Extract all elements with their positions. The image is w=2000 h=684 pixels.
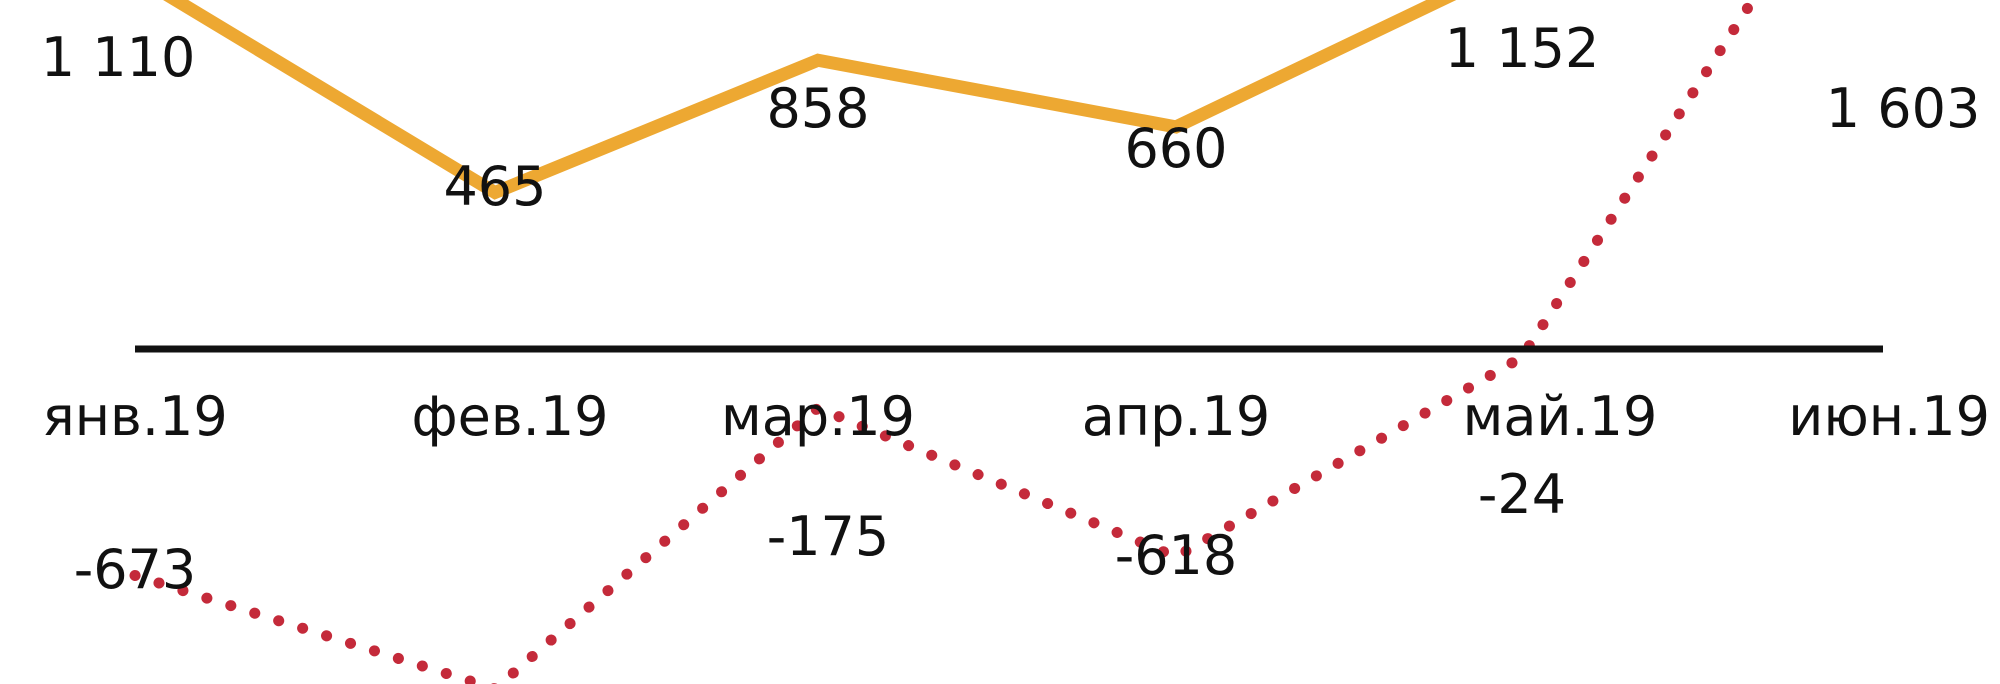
series-line-1 [163,0,1457,200]
x-tick-label: июн.19 [1788,385,1990,448]
x-tick-label: апр.19 [1082,385,1271,448]
data-label: 660 [1124,117,1227,180]
data-label: -673 [74,538,197,601]
data-label: 1 110 [41,26,196,89]
data-labels: 1 110 465 858 660 1 152 -673 -175 -618 -24 1 603 [41,17,1981,601]
data-label: 1 152 [1445,17,1600,80]
data-label: 858 [766,77,869,140]
x-tick-label: фев.19 [411,385,608,448]
data-label: 1 603 [1826,77,1981,140]
series-layer [129,0,1760,684]
x-tick-labels: янв.19 фев.19 мар.19 апр.19 май.19 июн.19 [42,385,1990,448]
series-line-2 [129,0,1760,684]
x-tick-label: май.19 [1463,385,1658,448]
data-label: -24 [1478,463,1566,526]
x-tick-label: янв.19 [42,385,228,448]
data-label: -618 [1115,524,1238,587]
data-label: -175 [767,505,890,568]
x-tick-label: мар.19 [721,385,915,448]
data-label: 465 [443,155,546,218]
